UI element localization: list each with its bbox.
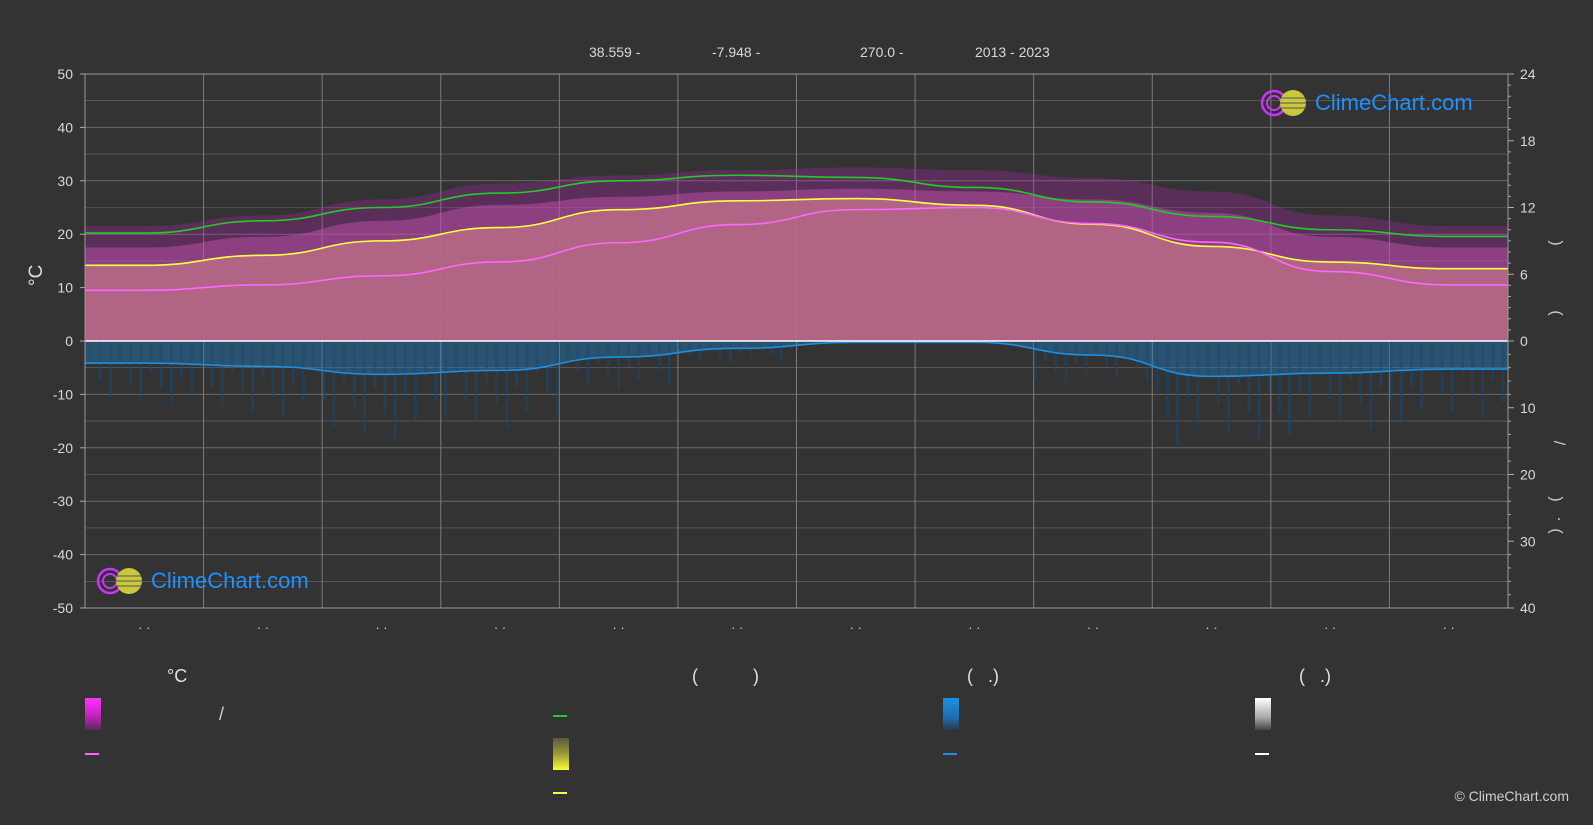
right-axis-top-tick-label: 6: [1520, 266, 1528, 282]
chart-lines: [84, 174, 1508, 378]
left-axis-tick-label: 30: [57, 173, 73, 189]
x-axis-tick-label: · ·: [612, 620, 624, 635]
legend-swatch-sunshine-line: [553, 792, 567, 794]
right-axis-bottom-tick-label: 20: [1520, 467, 1536, 483]
x-axis-tick-label: · ·: [968, 620, 980, 635]
logo-bottom: ClimeChart.com: [95, 566, 309, 596]
legend-swatch-precip: [943, 698, 959, 730]
left-axis-tick-label: 20: [57, 226, 73, 242]
left-axis-tick-label: 40: [57, 119, 73, 135]
copyright: © ClimeChart.com: [1454, 788, 1569, 804]
precipitation-area: [85, 341, 1508, 377]
left-axis-tick-label: -20: [53, 440, 73, 456]
left-axis-unit: °C: [26, 264, 47, 286]
left-axis-tick-label: 50: [57, 66, 73, 82]
x-axis-tick-label: · ·: [731, 620, 743, 635]
chart-fills: [85, 167, 1508, 446]
temperature-extreme-area: [85, 167, 1508, 341]
temperature-range-area: [85, 188, 1508, 341]
logo-icon: [1260, 89, 1306, 117]
precipitation-line: [85, 341, 1508, 378]
x-axis-tick-label: · ·: [138, 620, 150, 635]
left-axis-tick-label: 0: [65, 333, 73, 349]
logo-icon: [96, 567, 142, 595]
logo-top: ClimeChart.com: [1259, 88, 1473, 118]
x-axis-tick-label: · ·: [494, 620, 506, 635]
right-axis-label-bottom-dot: ·: [1550, 516, 1568, 522]
right-axis-top-tick-label: 24: [1520, 66, 1536, 82]
right-axis-label-top-b: (: [1547, 310, 1565, 316]
legend-title-temperature: °C: [167, 666, 188, 686]
legend-swatch-temp-range: [85, 698, 101, 730]
right-axis-bottom-tick-label: 30: [1520, 533, 1536, 549]
left-axis-tick-label: 10: [57, 280, 73, 296]
x-axis-tick-label: · ·: [375, 620, 387, 635]
header-longitude: -7.948 -: [712, 44, 761, 60]
sunshine-line: [84, 197, 1508, 270]
right-axis-label-bottom-b: (: [1547, 528, 1565, 534]
right-axis-bottom-tick-label: 40: [1520, 600, 1536, 616]
right-axis-bottom-tick-label: 10: [1520, 400, 1536, 416]
x-axis-tick-label: · ·: [1443, 620, 1455, 635]
right-axis-label-bottom-a: ): [1547, 496, 1565, 502]
logo-text: ClimeChart.com: [1315, 90, 1473, 115]
x-axis-tick-label: · ·: [1324, 620, 1336, 635]
header-elevation: 270.0 -: [860, 44, 904, 60]
right-axis-top-tick-label: 0: [1520, 333, 1528, 349]
x-axis-tick-label: · ·: [257, 620, 269, 635]
left-axis-tick-label: -40: [53, 547, 73, 563]
right-axis-label-bottom-slash: /: [1550, 440, 1568, 446]
legend-swatch-precip-line: [943, 753, 957, 755]
legend-swatch-snow-line: [1255, 753, 1269, 755]
right-axis-top-tick-label: 18: [1520, 133, 1536, 149]
max-temp-line: [84, 206, 1508, 292]
legend-slash: /: [219, 704, 225, 724]
x-axis-tick-label: · ·: [1087, 620, 1099, 635]
legend-swatch-daylight: [553, 715, 567, 717]
legend-title-sun: ( ): [692, 666, 759, 686]
legend-swatch-snow: [1255, 698, 1271, 730]
x-axis-tick-label: · ·: [850, 620, 862, 635]
header-period: 2013 - 2023: [975, 44, 1050, 60]
legend-title-snow: ( .): [1299, 666, 1331, 686]
chart-axes: 50 40 30 20 10 0 -10 -20 -30 -40 -50 24 18 12 6 0 10 20 30…: [53, 66, 1536, 635]
daylight-line: [84, 174, 1508, 238]
legend-swatch-max-temp: [85, 753, 99, 755]
legend-title-rain: ( .): [967, 666, 999, 686]
left-axis-tick-label: -50: [53, 600, 73, 616]
right-axis-label-top-a: ): [1547, 240, 1565, 246]
right-axis-top-tick-label: 12: [1520, 200, 1536, 216]
logo-text: ClimeChart.com: [151, 568, 309, 593]
x-axis-tick-label: · ·: [1205, 620, 1217, 635]
left-axis-tick-label: -10: [53, 386, 73, 402]
legend-swatch-sunshine: [553, 738, 569, 770]
header-latitude: 38.559 -: [589, 44, 641, 60]
left-axis-tick-label: -30: [53, 493, 73, 509]
